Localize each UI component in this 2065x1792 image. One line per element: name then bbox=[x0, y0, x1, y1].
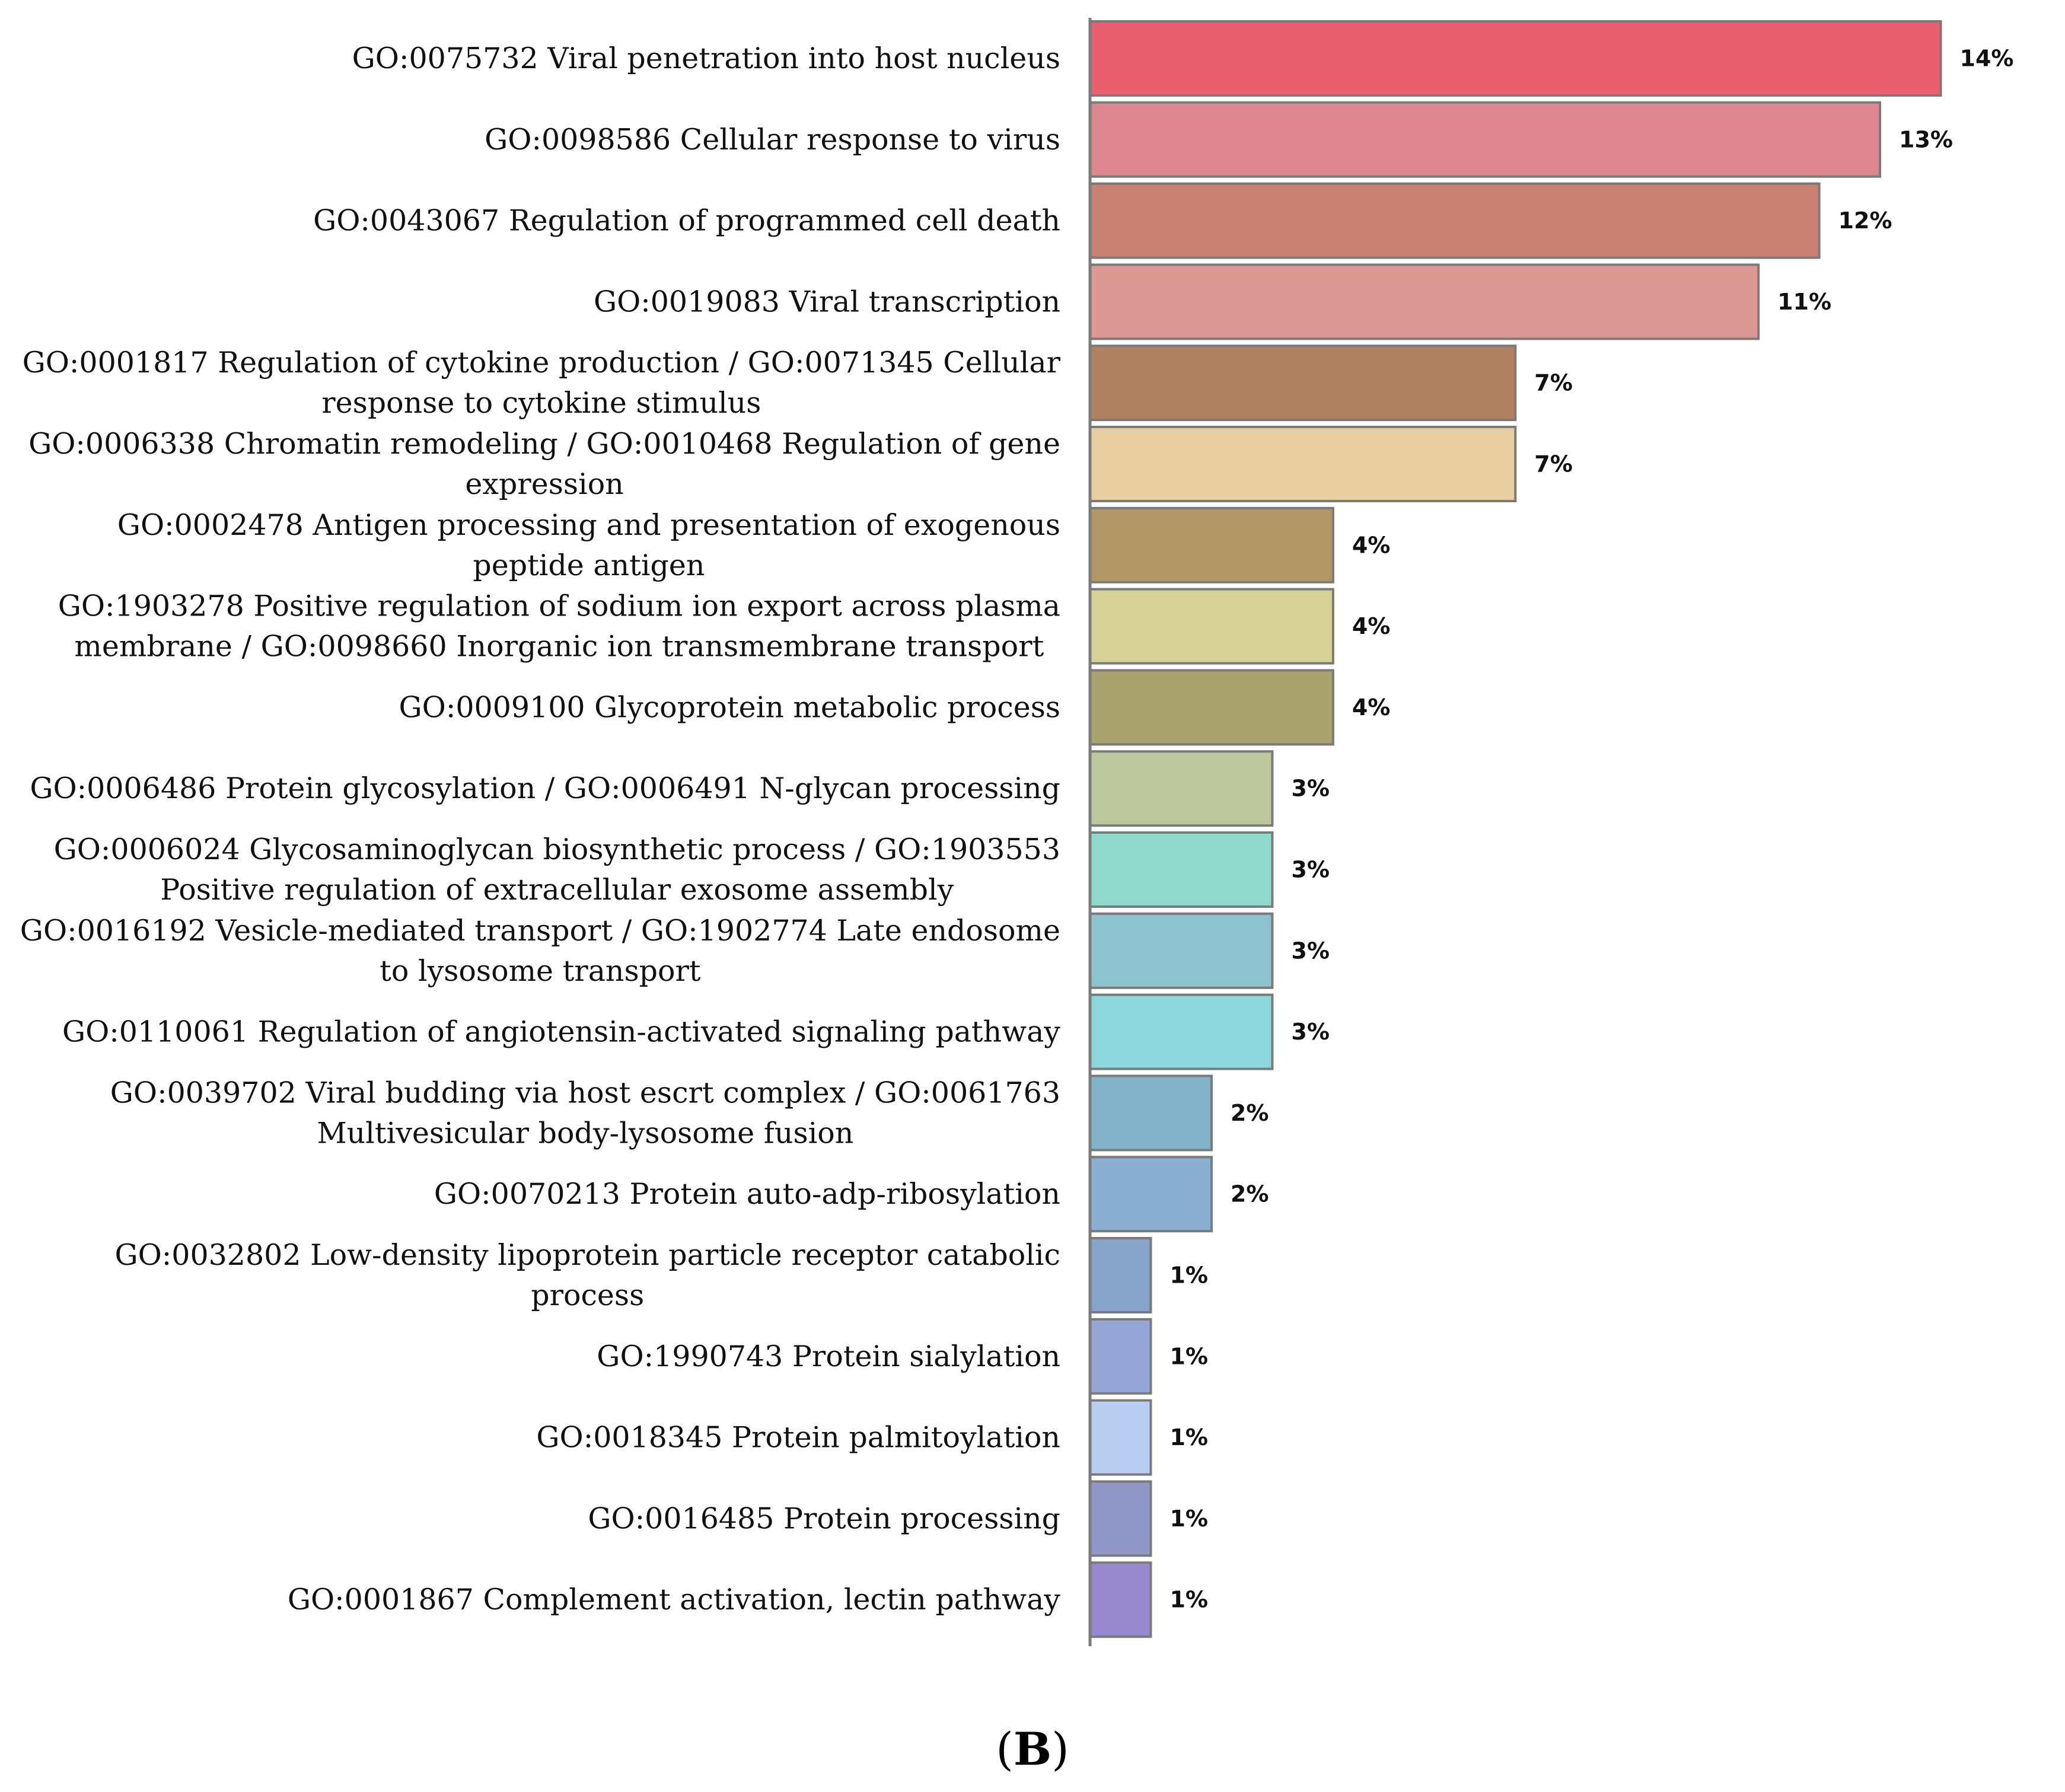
category-label-4: GO:0019083 Viral transcription bbox=[594, 285, 1060, 318]
category-label-line: GO:0006024 Glycosaminoglycan biosyntheti… bbox=[54, 833, 1060, 866]
category-label-line: expression bbox=[465, 467, 623, 501]
bar-2 bbox=[1089, 101, 1882, 178]
bar-13 bbox=[1089, 993, 1274, 1070]
value-label-4: 11% bbox=[1777, 289, 1831, 315]
bar-18 bbox=[1089, 1399, 1152, 1476]
bar-1 bbox=[1089, 20, 1942, 97]
category-label-line: to lysosome transport bbox=[380, 954, 701, 988]
category-label-line: GO:0016192 Vesicle-mediated transport / … bbox=[20, 914, 1060, 948]
category-label-line: GO:0032802 Low-density lipoprotein parti… bbox=[114, 1238, 1060, 1272]
bar-11 bbox=[1089, 831, 1274, 908]
bar-group bbox=[1089, 20, 1942, 1638]
value-label-20: 1% bbox=[1169, 1587, 1208, 1613]
category-label-5: GO:0001817 Regulation of cytokine produc… bbox=[23, 346, 1061, 420]
bar-15 bbox=[1089, 1156, 1213, 1233]
category-label-11: GO:0006024 Glycosaminoglycan biosyntheti… bbox=[54, 833, 1060, 907]
panel-label: (B) bbox=[996, 1723, 1069, 1775]
bar-14 bbox=[1089, 1074, 1213, 1152]
category-label-7: GO:0002478 Antigen processing and presen… bbox=[117, 508, 1060, 582]
category-label-line: GO:0001817 Regulation of cytokine produc… bbox=[23, 346, 1061, 380]
value-label-18: 1% bbox=[1169, 1424, 1208, 1450]
bar-9 bbox=[1089, 669, 1334, 746]
category-label-1: GO:0075732 Viral penetration into host n… bbox=[352, 42, 1060, 75]
category-label-12: GO:0016192 Vesicle-mediated transport / … bbox=[20, 914, 1060, 988]
category-label-16: GO:0032802 Low-density lipoprotein parti… bbox=[114, 1238, 1060, 1312]
category-label-18: GO:0018345 Protein palmitoylation bbox=[536, 1421, 1060, 1455]
category-label-8: GO:1903278 Positive regulation of sodium… bbox=[58, 589, 1060, 664]
value-label-1: 14% bbox=[1960, 46, 2014, 72]
value-label-11: 3% bbox=[1291, 857, 1330, 883]
category-label-17: GO:1990743 Protein sialylation bbox=[597, 1340, 1060, 1373]
category-label-6: GO:0006338 Chromatin remodeling / GO:001… bbox=[28, 427, 1060, 501]
bar-17 bbox=[1089, 1318, 1152, 1395]
category-label-3: GO:0043067 Regulation of programmed cell… bbox=[313, 204, 1060, 238]
value-label-10: 3% bbox=[1291, 776, 1330, 802]
category-label-14: GO:0039702 Viral budding via host escrt … bbox=[110, 1076, 1060, 1150]
bar-12 bbox=[1089, 912, 1274, 989]
bar-16 bbox=[1089, 1237, 1152, 1313]
category-label-line: GO:0006338 Chromatin remodeling / GO:001… bbox=[28, 427, 1060, 461]
value-label-9: 4% bbox=[1352, 694, 1391, 720]
category-label-line: GO:1903278 Positive regulation of sodium… bbox=[58, 589, 1060, 623]
bar-19 bbox=[1089, 1480, 1152, 1557]
category-label-group: GO:0075732 Viral penetration into host n… bbox=[20, 42, 1061, 1616]
category-label-20: GO:0001867 Complement activation, lectin… bbox=[288, 1583, 1060, 1616]
value-label-5: 7% bbox=[1534, 370, 1573, 396]
category-label-19: GO:0016485 Protein processing bbox=[588, 1501, 1060, 1535]
value-label-13: 3% bbox=[1291, 1019, 1330, 1045]
category-label-line: membrane / GO:0098660 Inorganic ion tran… bbox=[74, 630, 1044, 664]
bar-8 bbox=[1089, 588, 1334, 665]
bar-3 bbox=[1089, 182, 1821, 259]
bar-20 bbox=[1089, 1561, 1152, 1638]
category-label-15: GO:0070213 Protein auto-adp-ribosylation bbox=[434, 1177, 1060, 1211]
value-label-14: 2% bbox=[1231, 1100, 1269, 1126]
bar-5 bbox=[1089, 345, 1517, 422]
bar-6 bbox=[1089, 426, 1517, 502]
bar-4 bbox=[1089, 263, 1760, 340]
category-label-line: GO:0039702 Viral budding via host escrt … bbox=[110, 1076, 1060, 1109]
category-label-line: Positive regulation of extracellular exo… bbox=[160, 873, 954, 907]
category-label-line: process bbox=[531, 1278, 644, 1312]
category-label-line: Multivesicular body-lysosome fusion bbox=[317, 1116, 853, 1150]
value-label-7: 4% bbox=[1352, 532, 1391, 558]
value-label-17: 1% bbox=[1169, 1343, 1208, 1369]
panel-letter: B bbox=[1013, 1723, 1052, 1775]
category-label-9: GO:0009100 Glycoprotein metabolic proces… bbox=[399, 690, 1060, 724]
value-label-15: 2% bbox=[1231, 1181, 1269, 1207]
value-label-2: 13% bbox=[1899, 126, 1953, 152]
value-label-3: 12% bbox=[1838, 208, 1892, 234]
category-label-2: GO:0098586 Cellular response to virus bbox=[485, 123, 1060, 157]
category-label-13: GO:0110061 Regulation of angiotensin-act… bbox=[62, 1015, 1060, 1049]
bar-10 bbox=[1089, 750, 1274, 827]
bar-7 bbox=[1089, 506, 1334, 583]
category-label-line: GO:0002478 Antigen processing and presen… bbox=[117, 508, 1060, 542]
go-enrichment-bar-chart: GO:0075732 Viral penetration into host n… bbox=[20, 18, 2013, 1647]
value-label-group: 14% 13% 12% 11% 7% 7% 4% 4% 4% 3% 3% 3% 3% 2% 2% 1% 1% 1%… bbox=[1169, 46, 2013, 1613]
category-label-line: peptide antigen bbox=[473, 549, 705, 582]
value-label-19: 1% bbox=[1169, 1506, 1208, 1532]
value-label-16: 1% bbox=[1169, 1262, 1208, 1289]
value-label-12: 3% bbox=[1291, 938, 1330, 964]
value-label-6: 7% bbox=[1534, 451, 1573, 477]
category-label-line: response to cytokine stimulus bbox=[321, 386, 761, 420]
value-label-8: 4% bbox=[1352, 613, 1391, 639]
category-label-10: GO:0006486 Protein glycosylation / GO:00… bbox=[30, 771, 1060, 805]
